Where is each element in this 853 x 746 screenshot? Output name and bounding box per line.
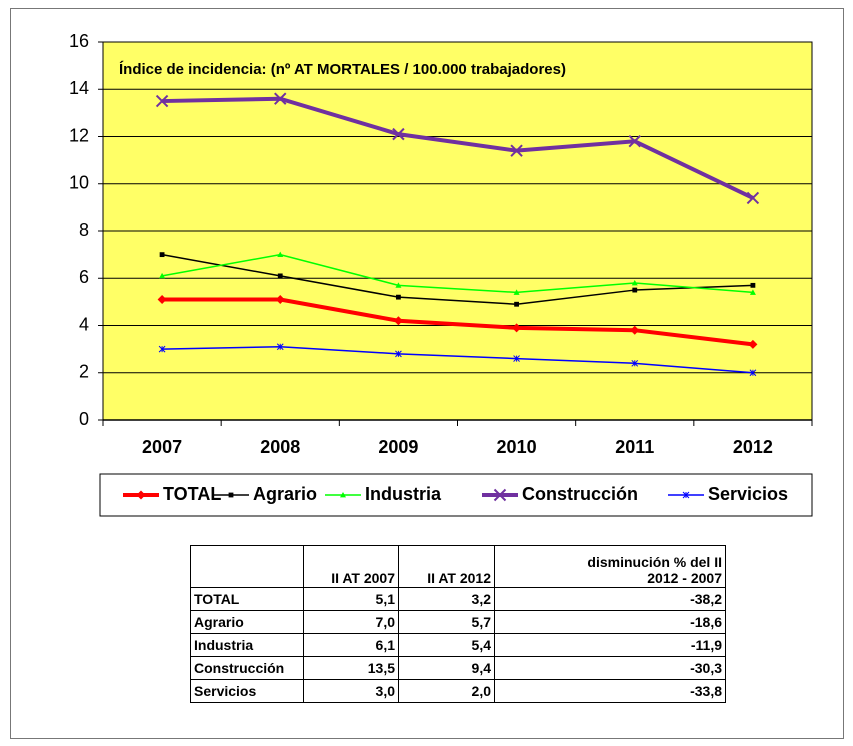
marker: [274, 92, 287, 105]
table-cell: Construcción: [190, 656, 304, 680]
y-tick-label: 12: [69, 125, 89, 145]
marker: [510, 144, 523, 157]
marker: [228, 492, 234, 498]
series-line: [161, 253, 753, 305]
marker: [276, 343, 284, 351]
marker: [159, 252, 165, 258]
table-cell: -38,2: [494, 587, 726, 611]
table-cell: 2,0: [398, 679, 495, 703]
x-tick-label: 2011: [615, 437, 654, 457]
table-cell: 3,2: [398, 587, 495, 611]
marker: [631, 359, 639, 367]
table-cell: 5,1: [303, 587, 399, 611]
x-tick-label: 2008: [260, 437, 300, 457]
y-tick-label: 4: [79, 314, 89, 334]
marker: [396, 294, 401, 300]
table-cell: -18,6: [494, 610, 726, 634]
table-cell: Servicios: [190, 679, 304, 703]
table-cell: Agrario: [190, 610, 304, 634]
y-tick-label: 0: [79, 409, 89, 429]
marker: [158, 345, 166, 353]
table-cell: -30,3: [494, 656, 726, 680]
marker: [682, 491, 690, 499]
marker: [748, 339, 758, 349]
table-cell: 5,7: [398, 610, 495, 634]
legend-label: Servicios: [708, 484, 788, 504]
marker: [136, 490, 146, 500]
header-line: 2012 - 2007: [647, 570, 722, 586]
legend-label: Agrario: [253, 484, 317, 504]
header-cell: II AT 2007: [303, 545, 399, 588]
marker: [749, 289, 756, 295]
series-line: [162, 297, 754, 347]
marker: [750, 282, 756, 288]
table-cell: 9,4: [398, 656, 495, 680]
chart: 0 2 4 6 8 10 12 14 16 2007 2008 2009 2010 2011 2012 Índ…: [69, 31, 813, 517]
marker: [395, 350, 402, 358]
table-row: Industria 6,1 5,4 -11,9: [190, 633, 726, 657]
y-tick-label: 6: [79, 267, 89, 287]
x-tick-label: 2007: [142, 437, 182, 457]
y-tick-label: 14: [69, 78, 89, 98]
marker: [340, 492, 346, 498]
table-cell: -11,9: [494, 633, 726, 657]
marker: [746, 191, 760, 205]
legend-label: TOTAL: [163, 484, 221, 504]
marker: [512, 323, 522, 333]
marker: [632, 287, 638, 293]
series-line: [162, 346, 753, 374]
marker: [157, 295, 167, 305]
marker: [514, 301, 519, 307]
marker: [493, 488, 507, 502]
marker: [513, 355, 520, 362]
header-cell: [190, 545, 304, 588]
marker: [628, 135, 641, 148]
marker: [631, 279, 638, 286]
summary-table: II AT 2007 II AT 2012 disminución % del II…: [190, 545, 726, 703]
table-cell: -33,8: [494, 679, 726, 703]
y-tick-label: 8: [79, 220, 89, 240]
x-tick-label: 2009: [378, 437, 418, 457]
annotation: Índice de incidencia: (nº AT MORTALES / …: [119, 61, 566, 78]
table-cell: Industria: [190, 633, 304, 657]
y-tick-label: 16: [69, 31, 89, 51]
table-cell: 7,0: [303, 610, 399, 634]
marker: [392, 127, 405, 141]
x-tick-label: 2010: [497, 437, 537, 457]
legend-label: Industria: [365, 484, 442, 504]
marker: [159, 272, 166, 279]
y-tick-label: 2: [79, 362, 89, 382]
header-line: disminución % del II: [587, 554, 722, 570]
table-row: Construcción 13,5 9,4 -30,3: [190, 656, 726, 680]
x-tick-label: 2012: [733, 437, 773, 457]
marker: [277, 273, 283, 279]
header-cell: disminución % del II 2012 - 2007: [494, 545, 726, 588]
marker: [155, 94, 169, 108]
series-line: [162, 96, 754, 200]
table-cell: 13,5: [303, 656, 399, 680]
legend-label: Construcción: [522, 484, 638, 504]
marker: [630, 325, 640, 335]
marker: [749, 369, 757, 377]
header-cell: II AT 2012: [398, 545, 495, 588]
table-row: Agrario 7,0 5,7 -18,6: [190, 610, 726, 634]
table-cell: 3,0: [303, 679, 399, 703]
table-cell: 6,1: [303, 633, 399, 657]
y-tick-label: 10: [69, 173, 89, 193]
marker: [277, 251, 284, 258]
marker: [395, 282, 402, 288]
table-row: TOTAL 5,1 3,2 -38,2: [190, 587, 726, 611]
marker: [393, 316, 403, 326]
series-line: [161, 253, 753, 294]
header-row: II AT 2007 II AT 2012 disminución % del II…: [190, 545, 726, 588]
frame: [10, 8, 844, 739]
table-row: Servicios 3,0 2,0 -33,8: [190, 679, 726, 703]
marker: [275, 295, 285, 305]
marker: [513, 289, 520, 295]
table-cell: 5,4: [398, 633, 495, 657]
table-cell: TOTAL: [190, 587, 304, 611]
